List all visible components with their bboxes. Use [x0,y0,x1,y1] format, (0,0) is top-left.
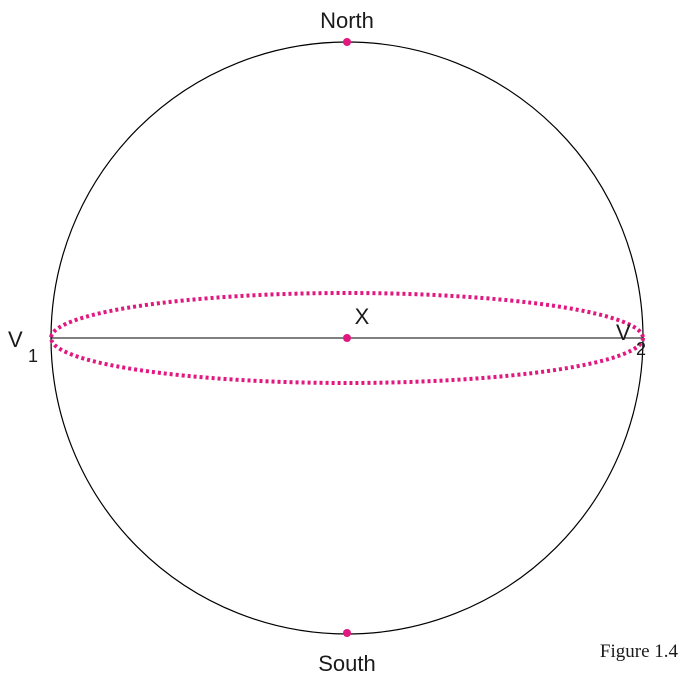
center-label: X [355,304,370,329]
center-point [343,334,351,342]
vertex-letter: V [8,327,23,352]
vertex-subscript: 1 [28,346,38,366]
equator-ellipse [49,291,645,385]
south-point [343,629,351,637]
north-point [343,38,351,46]
vertex-letter: V [616,320,631,345]
vertex-subscript: 2 [636,339,646,359]
figure-caption: Figure 1.4 [600,641,679,662]
north-label: North [320,8,374,33]
south-label: South [318,651,376,676]
